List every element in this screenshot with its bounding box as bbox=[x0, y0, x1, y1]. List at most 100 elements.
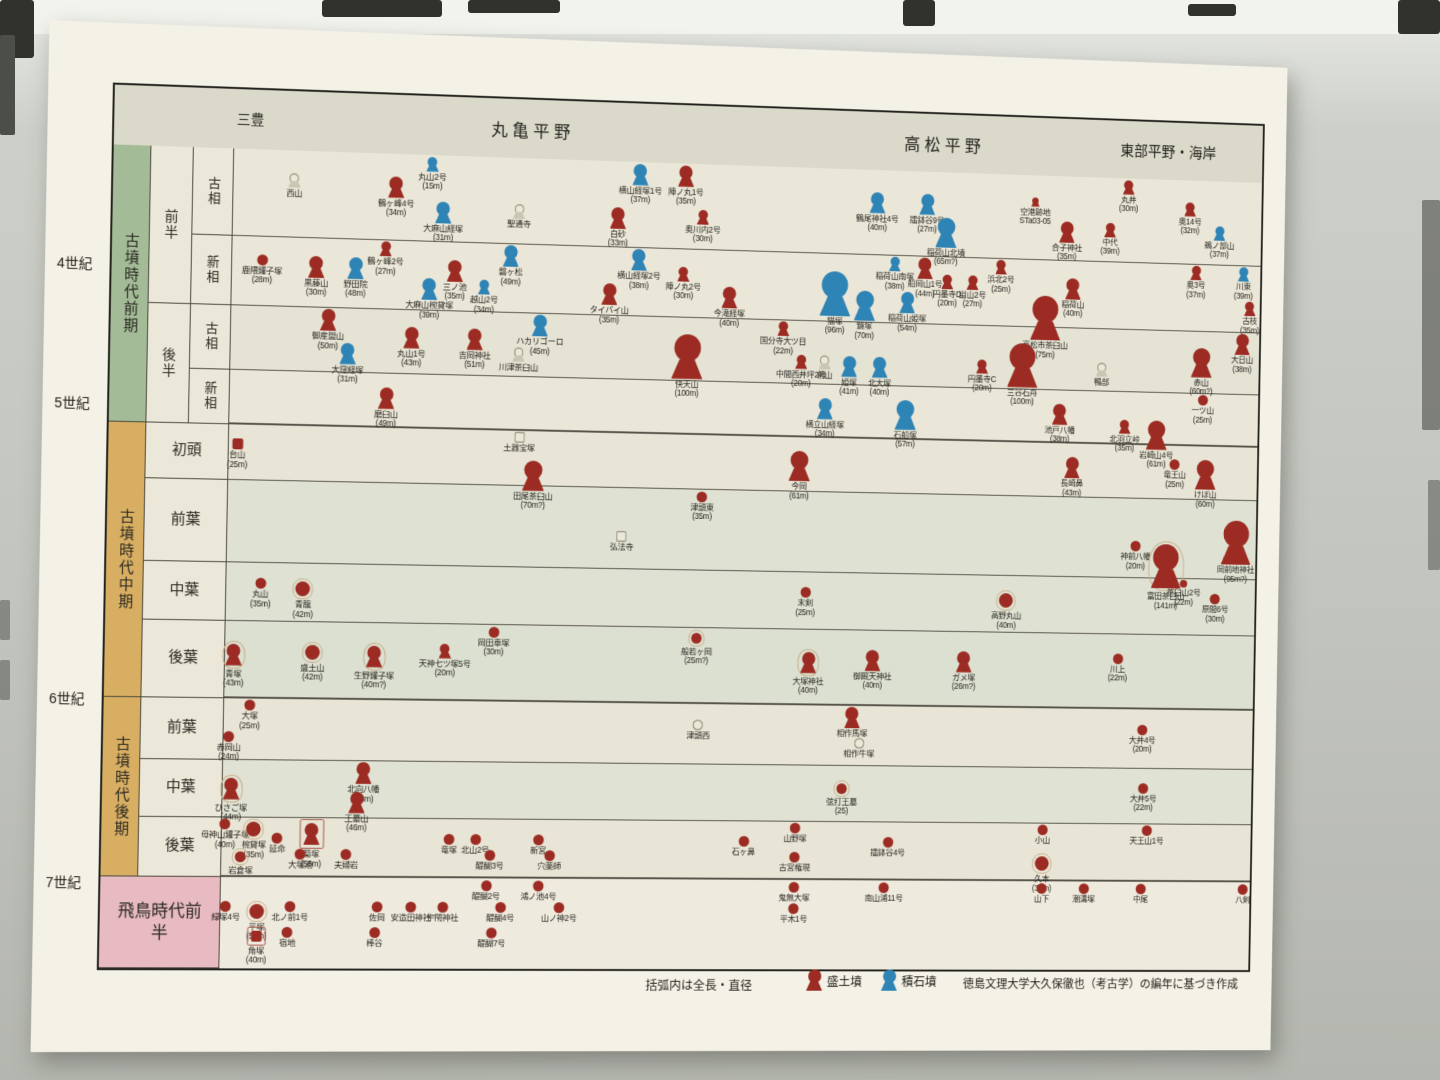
tomb-point: 醍醐3号 bbox=[475, 850, 504, 871]
tomb-point: 弦打王墓 (25) bbox=[826, 780, 857, 816]
tomb-name: 佐岡 bbox=[368, 912, 385, 923]
tomb-point: 般若ヶ岡 (25m?) bbox=[681, 629, 713, 666]
tomb-label: 緑塚4号 bbox=[211, 911, 240, 923]
tomb-label: 北羽立峠 (35m) bbox=[1109, 434, 1139, 453]
keyhole-icon bbox=[864, 649, 880, 672]
circle-icon bbox=[800, 586, 811, 598]
tomb-name: 擂鉢谷4号 bbox=[870, 847, 905, 858]
tomb-point: 生野鑵子塚 (40m?) bbox=[354, 642, 395, 690]
tomb-label: ハカリゴーロ (45m) bbox=[516, 336, 563, 357]
tomb-label: けぼ山 (60m) bbox=[1194, 490, 1217, 510]
circle-icon bbox=[246, 821, 262, 837]
tomb-label: 鵜ノ部山 (37m) bbox=[1204, 240, 1234, 260]
tomb-size: (35m) bbox=[599, 314, 619, 325]
century-label: 7世紀 bbox=[45, 874, 82, 891]
tomb-label: 潮溝塚 bbox=[1072, 894, 1095, 904]
keyhole-icon bbox=[795, 354, 807, 369]
tomb-label: 赤岡山 (24m) bbox=[216, 742, 240, 762]
era-cell-early-kofun: 古墳時代前期 bbox=[108, 144, 152, 423]
tomb-label: 白砂 (33m) bbox=[608, 229, 628, 249]
tomb-label: 相作牛塚 bbox=[843, 748, 874, 759]
tomb-label: 岩倉塚 bbox=[228, 865, 252, 876]
tomb-label: 横山経塚2号 (38m) bbox=[617, 270, 660, 291]
tomb-name: 緑塚4号 bbox=[211, 911, 240, 922]
tomb-size: (40m) bbox=[797, 685, 818, 696]
tomb-label: 中尾 bbox=[1133, 894, 1148, 904]
tomb-size: (27m) bbox=[375, 265, 396, 277]
tomb-label: 川津茶臼山 bbox=[499, 361, 539, 372]
tomb-point: 大窪経塚 (31m) bbox=[331, 342, 364, 384]
tomb-point: 原間6号 (30m) bbox=[1202, 593, 1229, 624]
phase-cell: 古相 bbox=[189, 304, 232, 370]
tomb-size: (49m) bbox=[500, 276, 521, 287]
tomb-point: 相作牛塚 bbox=[843, 737, 874, 759]
tomb-point: 陣ノ丸2号 (30m) bbox=[665, 266, 701, 301]
tomb-size: (31m) bbox=[337, 373, 358, 384]
tomb-size: (45m) bbox=[529, 345, 550, 356]
keyhole-icon bbox=[421, 278, 438, 300]
circle-icon bbox=[405, 901, 417, 913]
keyhole-icon bbox=[503, 245, 520, 267]
sub-cell: 初頭 bbox=[145, 422, 230, 480]
tomb-label: 岡前地神社 (95m?) bbox=[1217, 565, 1254, 585]
tomb-label: 大井5号 (22m) bbox=[1130, 793, 1157, 812]
tomb-point: 吉岡神社 (51m) bbox=[458, 328, 490, 370]
keyhole-icon bbox=[388, 175, 405, 198]
legend-cairn-label: 積石墳 bbox=[901, 974, 937, 989]
tomb-point: 小山 bbox=[1035, 824, 1050, 846]
keyhole-icon bbox=[1030, 295, 1061, 341]
circle-icon bbox=[878, 882, 890, 893]
tomb-name: 安造田神社 bbox=[390, 912, 431, 923]
tomb-label: 田尾茶臼山 (70m?) bbox=[513, 490, 553, 510]
tomb-label: 鶴尾神社4号 (40m) bbox=[856, 213, 899, 234]
tomb-label: 猫塚 (96m) bbox=[825, 316, 845, 336]
square-icon bbox=[616, 531, 628, 543]
keyhole-icon bbox=[1031, 197, 1039, 207]
keyhole-icon bbox=[1184, 202, 1196, 217]
tomb-point: 醍醐4号 bbox=[486, 901, 514, 923]
tomb-point: 宇閇神社 bbox=[426, 901, 458, 923]
keyhole-icon bbox=[303, 823, 320, 845]
tomb-size: (35m) bbox=[1057, 251, 1077, 262]
tomb-label: 御厩天神社 (40m) bbox=[853, 671, 891, 691]
circle-icon bbox=[281, 926, 293, 938]
tomb-point: 鶴ヶ峰2号 (27m) bbox=[367, 241, 404, 277]
tomb-label: 岡田車塚 (30m) bbox=[477, 637, 510, 657]
tomb-label: 丸山2号 (15m) bbox=[418, 171, 446, 192]
tomb-point: 越山2号 (34m) bbox=[470, 279, 499, 315]
tomb-label: 陣ノ丸1号 (35m) bbox=[668, 186, 703, 207]
keyhole-icon bbox=[1007, 342, 1038, 388]
keyhole-icon bbox=[403, 326, 420, 348]
tomb-point: 丸山2号 (15m) bbox=[418, 156, 447, 191]
tomb-label: 円墨寺C (20m) bbox=[968, 373, 996, 393]
tomb-point: 赤岡山 (24m) bbox=[216, 730, 241, 762]
circle-icon bbox=[223, 730, 235, 743]
tomb-point: 鏡塚 (70m) bbox=[853, 290, 875, 341]
legend-mound-label: 盛土墳 bbox=[826, 974, 863, 989]
tomb-point: 丸山1号 (43m) bbox=[397, 326, 426, 368]
keyhole-icon bbox=[1195, 460, 1216, 490]
circle-icon bbox=[882, 837, 893, 848]
circle-icon bbox=[1138, 782, 1149, 794]
legend: 括弧内は全長・直径 盛土墳 積石墳 徳島文理大学大久保徹也（考古学）の編年に基づ… bbox=[32, 968, 1268, 999]
tomb-label: 天王山1号 bbox=[1129, 836, 1163, 846]
tomb-label: 長崎鼻 (43m) bbox=[1060, 478, 1083, 498]
keyhole-icon bbox=[1190, 266, 1202, 281]
tomb-point: 御厩天神社 (40m) bbox=[853, 649, 892, 691]
phase-cell: 古相 bbox=[192, 147, 235, 236]
sub-cell: 前葉 bbox=[140, 697, 225, 760]
tomb-name: 北ノ前1号 bbox=[271, 911, 309, 922]
sub-cell: 前葉 bbox=[143, 478, 229, 563]
tomb-size: (48m) bbox=[345, 288, 366, 299]
keyhole-icon bbox=[697, 209, 710, 225]
tomb-point: 黒藤山 (30m) bbox=[304, 255, 329, 298]
tomb-point: 野田院 (48m) bbox=[343, 257, 368, 299]
keyhole-icon bbox=[1052, 403, 1068, 425]
tomb-size: (34m) bbox=[814, 428, 835, 439]
tomb-point: 角塚 (40m) bbox=[246, 926, 267, 965]
tomb-label: 奥川内2号 (30m) bbox=[685, 224, 720, 245]
tomb-label: 天神七ツ塚5号 (20m) bbox=[419, 658, 471, 678]
keyhole-icon bbox=[1119, 419, 1131, 434]
tomb-label: 鶴ヶ峰4号 (34m) bbox=[378, 197, 414, 218]
